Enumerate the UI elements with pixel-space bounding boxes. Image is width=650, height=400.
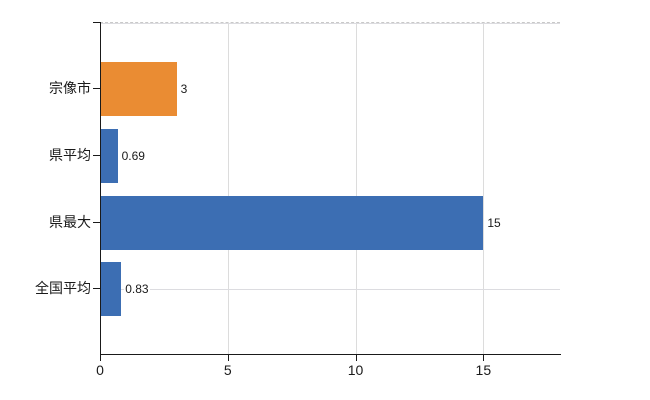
bar-row: 0.83: [100, 262, 560, 316]
category-label-prefecture-max: 県最大: [49, 214, 91, 230]
bar-prefecture-average: [100, 129, 118, 183]
y-axis-tick: [93, 288, 100, 289]
y-axis-line: [100, 22, 101, 355]
bar-prefecture-max: [100, 196, 484, 250]
x-axis-tick: [100, 354, 101, 361]
bar-munakata: [100, 62, 177, 116]
category-label-national-average: 全国平均: [35, 280, 91, 296]
bar-value-label: 0.83: [124, 262, 150, 316]
x-axis-tick-label: 15: [475, 362, 492, 378]
x-axis-tick: [355, 354, 357, 361]
x-axis-tick-label: 5: [223, 362, 232, 378]
x-axis-tick-label: 10: [347, 362, 364, 378]
y-axis-tick: [93, 155, 100, 156]
x-axis-line: [100, 354, 561, 355]
x-axis-tick: [227, 354, 229, 361]
vertical-gridline: [355, 23, 357, 355]
bar-row: 0.69: [100, 129, 560, 183]
x-axis-tick-label: 0: [96, 362, 104, 378]
bar-national-average: [100, 262, 122, 316]
bar-row: 3: [100, 62, 560, 116]
x-axis-tick: [483, 354, 485, 361]
y-axis-tick: [93, 222, 100, 223]
category-label-prefecture-average: 県平均: [49, 147, 91, 163]
x-axis-tick-strip: 0 5 10 15: [96, 354, 560, 394]
y-axis-tick: [93, 88, 100, 89]
bar-value-label: 15: [486, 196, 502, 250]
horizontal-gridline: [100, 23, 560, 24]
category-label-munakata: 宗像市: [49, 80, 91, 96]
bar-value-label: 0.69: [120, 129, 146, 183]
horizontal-gridline: [100, 289, 560, 290]
vertical-gridline: [227, 23, 229, 355]
bar-row: 15: [100, 196, 560, 250]
vertical-gridline: [483, 23, 485, 355]
y-axis-tick: [93, 22, 100, 23]
plot-area: 3 0.69 15 0.83: [100, 22, 560, 355]
bar-value-label: 3: [179, 62, 189, 116]
